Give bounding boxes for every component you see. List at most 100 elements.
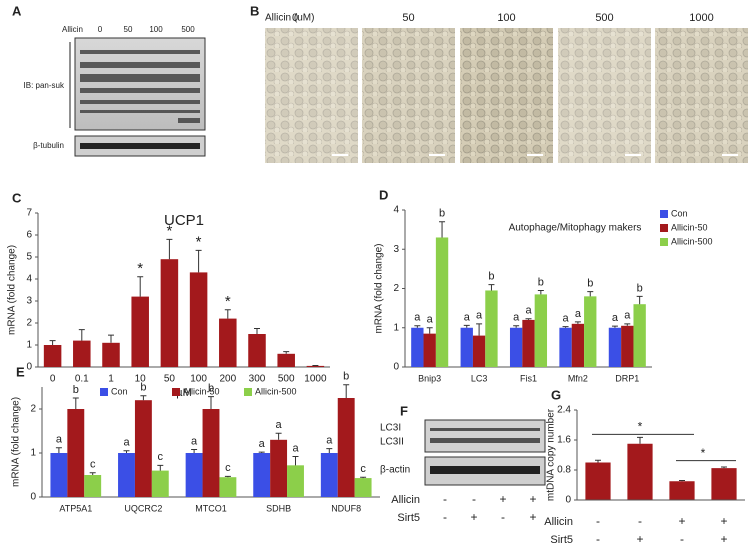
- error-bar: [283, 351, 290, 354]
- bar: [253, 453, 271, 497]
- bar: [585, 462, 611, 500]
- bar-annotation: a: [414, 312, 421, 324]
- treatment-label: Allicin (uM): [265, 13, 314, 24]
- treatment-label: Allicin: [62, 25, 83, 34]
- bar-annotation: b: [140, 382, 146, 394]
- y-axis-label: mRNA (fold change): [11, 397, 22, 487]
- y-tick-label: 1.6: [557, 435, 571, 446]
- bar: [337, 398, 355, 497]
- bar-annotation: *: [166, 222, 172, 239]
- bar-annotation: a: [427, 314, 434, 326]
- x-tick-label: 10: [135, 374, 147, 385]
- micrograph: [460, 28, 553, 163]
- error-bar: [463, 324, 470, 328]
- bar-annotation: b: [587, 278, 593, 290]
- y-tick-label: 2.4: [557, 405, 571, 416]
- error-bar: [224, 309, 231, 319]
- legend-label: Allicin-50: [671, 222, 708, 232]
- y-axis-label: mRNA (fold change): [374, 243, 385, 333]
- error-bar: [89, 472, 96, 475]
- condition-label: Sirt5: [397, 512, 420, 524]
- error-bar: [574, 321, 581, 324]
- loading-label: β-tubulin: [33, 141, 64, 150]
- error-bar: [360, 476, 367, 479]
- bar-annotation: *: [137, 260, 143, 277]
- bar-annotation: a: [476, 310, 483, 322]
- bar-annotation: b: [637, 282, 643, 294]
- bar: [621, 325, 634, 367]
- blot-bands: [430, 428, 540, 443]
- condition-sign: -: [596, 514, 600, 528]
- bar-annotation: a: [276, 419, 283, 431]
- micrograph: [265, 28, 358, 163]
- condition-sign: +: [529, 510, 536, 524]
- error-bar: [624, 323, 631, 326]
- bar: [320, 453, 338, 497]
- bar: [711, 468, 737, 500]
- y-tick-label: 1: [393, 322, 399, 333]
- error-bar: [166, 238, 173, 260]
- bar-annotation: a: [123, 437, 130, 449]
- error-bar: [191, 448, 198, 453]
- legend-swatch: [660, 210, 668, 218]
- panel-letter: B: [250, 3, 259, 18]
- bar-annotation: a: [513, 312, 520, 324]
- x-tick-label: 100: [190, 374, 207, 385]
- x-tick-label: 500: [278, 374, 295, 385]
- y-tick-label: 7: [26, 208, 32, 219]
- bar-annotation: a: [624, 310, 631, 322]
- error-bar: [49, 340, 56, 345]
- loading-label: β-actin: [380, 465, 410, 476]
- x-tick-label: LC3: [471, 373, 488, 383]
- bar: [118, 453, 135, 497]
- bar: [423, 333, 436, 367]
- y-axis-label: mtDNA copy number: [546, 408, 557, 501]
- y-tick-label: 3: [393, 244, 399, 255]
- x-tick-label: 1000: [304, 374, 327, 385]
- bar: [669, 481, 695, 500]
- panel-letter: G: [551, 387, 561, 402]
- error-bar: [721, 466, 727, 469]
- bar-annotation: b: [343, 371, 349, 383]
- y-tick-label: 0: [393, 362, 399, 373]
- dose-label: 50: [124, 25, 133, 34]
- bar: [50, 453, 68, 497]
- bar: [219, 318, 237, 367]
- error-bar: [537, 289, 544, 295]
- x-tick-label: 0.1: [75, 374, 89, 385]
- x-tick-label: Mfn2: [568, 373, 588, 383]
- bar: [608, 327, 622, 367]
- x-tick-label: MTCO1: [195, 503, 227, 513]
- y-tick-label: 1: [30, 448, 36, 459]
- dose-label: 100: [149, 25, 163, 34]
- bar-annotation: a: [259, 438, 266, 450]
- error-bar: [195, 249, 202, 273]
- error-bar: [72, 397, 79, 409]
- y-tick-label: 0.8: [557, 465, 571, 476]
- condition-sign: +: [470, 510, 477, 524]
- condition-sign: -: [596, 532, 600, 546]
- condition-sign: -: [680, 532, 684, 546]
- condition-sign: -: [472, 492, 476, 506]
- condition-sign: -: [443, 510, 447, 524]
- error-bar: [292, 456, 299, 466]
- bar: [185, 453, 203, 497]
- error-bar: [55, 447, 62, 453]
- bar: [571, 323, 585, 367]
- bar: [522, 319, 535, 367]
- condition-label: Allicin: [544, 516, 573, 528]
- panel-letter: C: [12, 190, 22, 205]
- error-bar: [595, 459, 601, 463]
- condition-sign: -: [443, 492, 447, 506]
- bar: [219, 477, 237, 497]
- y-tick-label: 6: [26, 230, 32, 241]
- bar: [633, 304, 646, 367]
- bar-annotation: a: [292, 442, 299, 454]
- bar-annotation: b: [73, 384, 79, 396]
- y-axis-label: mRNA (fold change): [7, 245, 18, 335]
- condition-sign: +: [499, 492, 506, 506]
- error-bar: [679, 480, 685, 482]
- bar-annotation: b: [208, 383, 214, 395]
- error-bar: [78, 329, 85, 341]
- x-tick-label: Fis1: [520, 373, 537, 383]
